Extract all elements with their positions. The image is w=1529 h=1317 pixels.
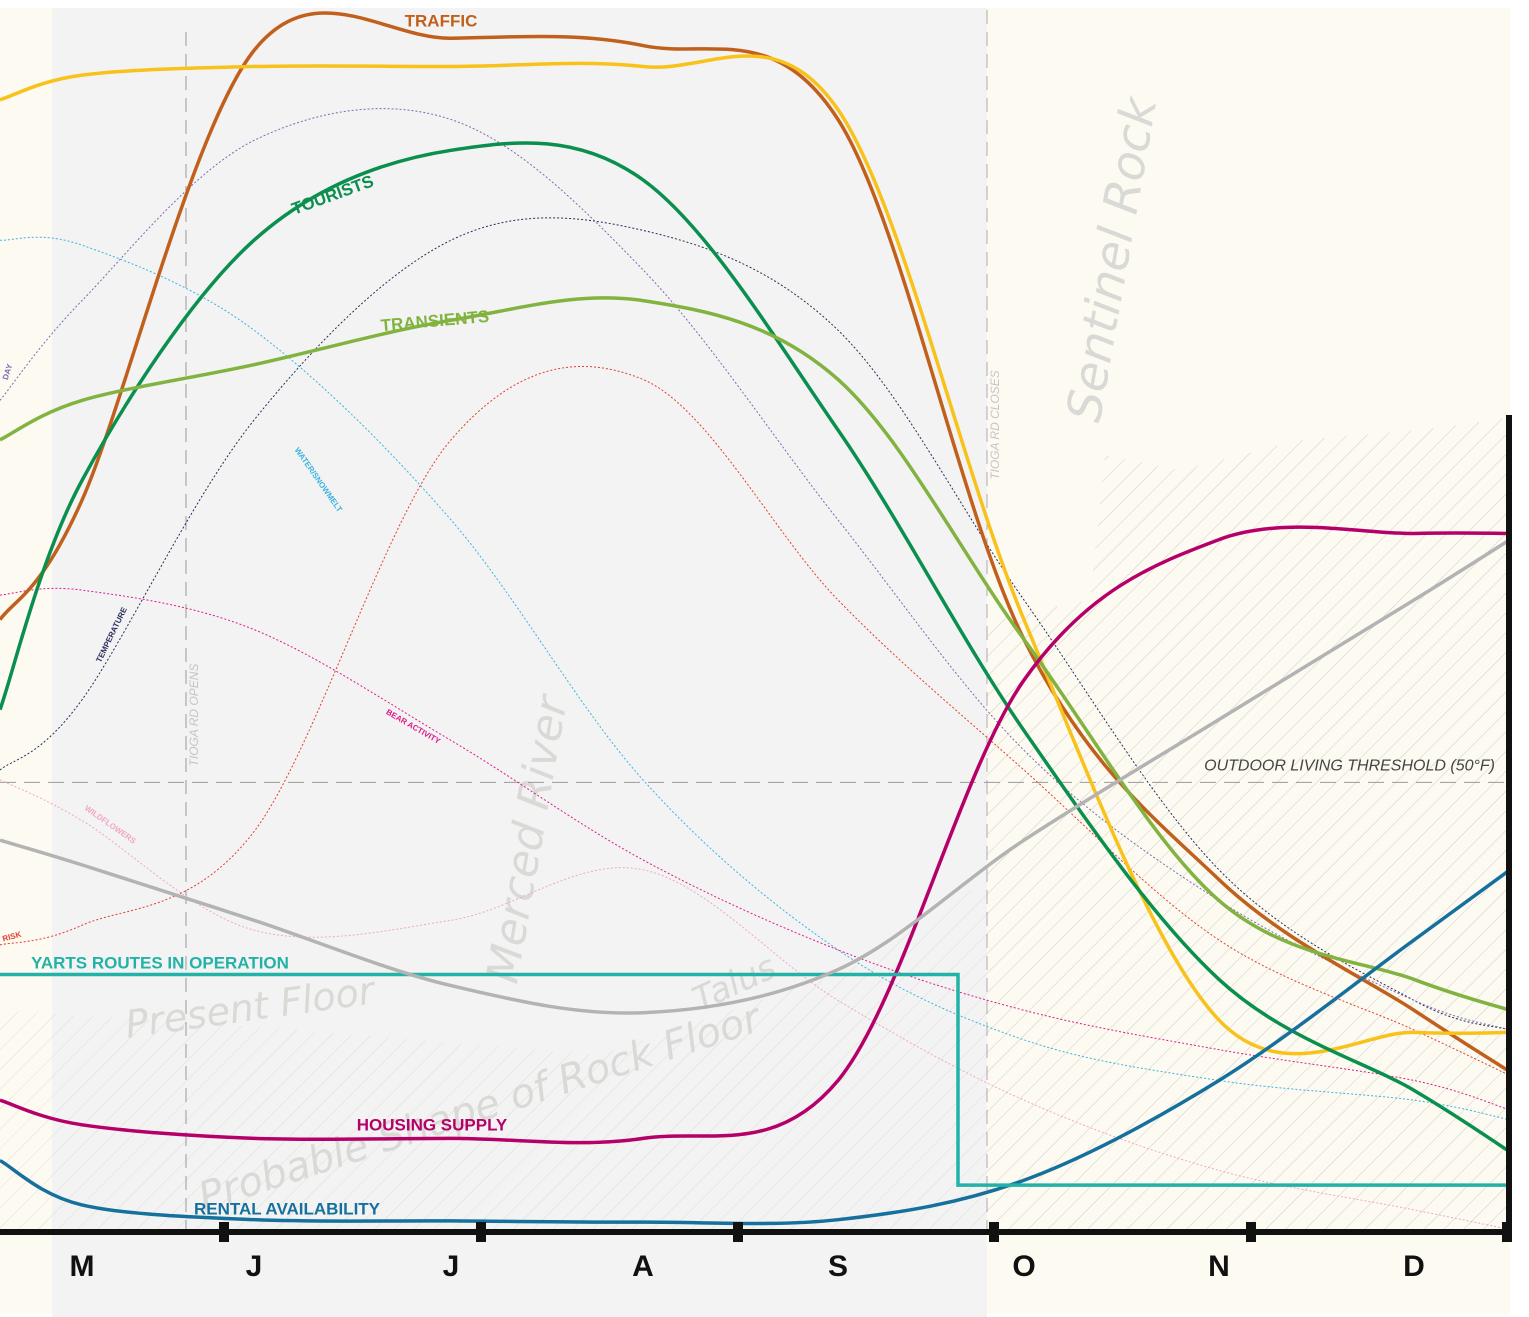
- x-tick-label: J: [443, 1250, 460, 1283]
- series-label: YARTS ROUTES IN OPERATION: [31, 953, 289, 972]
- x-tick-label: A: [632, 1250, 654, 1283]
- series-label: TRAFFIC: [405, 11, 478, 30]
- x-tick-label: M: [70, 1250, 95, 1283]
- threshold-label: OUTDOOR LIVING THRESHOLD (50°F): [1204, 758, 1495, 775]
- tick: [1246, 1222, 1256, 1242]
- x-tick-label: S: [828, 1250, 848, 1283]
- marker-label: TIOGA RD CLOSES: [988, 370, 1002, 480]
- x-tick-label: O: [1012, 1250, 1035, 1283]
- x-tick-label: J: [246, 1250, 263, 1283]
- x-tick-label: N: [1208, 1250, 1230, 1283]
- tick: [219, 1222, 229, 1242]
- x-tick-label: D: [1403, 1250, 1425, 1283]
- series-label: RENTAL AVAILABILITY: [194, 1199, 381, 1218]
- tick: [733, 1222, 743, 1242]
- tick: [476, 1222, 486, 1242]
- marker-label: TIOGA RD OPENS: [187, 664, 201, 767]
- tick: [1502, 1222, 1512, 1242]
- tick: [989, 1222, 999, 1242]
- series-label: HOUSING SUPPLY: [357, 1115, 508, 1134]
- chart: Sentinel Rock Merced River Present Floor…: [0, 0, 1529, 1317]
